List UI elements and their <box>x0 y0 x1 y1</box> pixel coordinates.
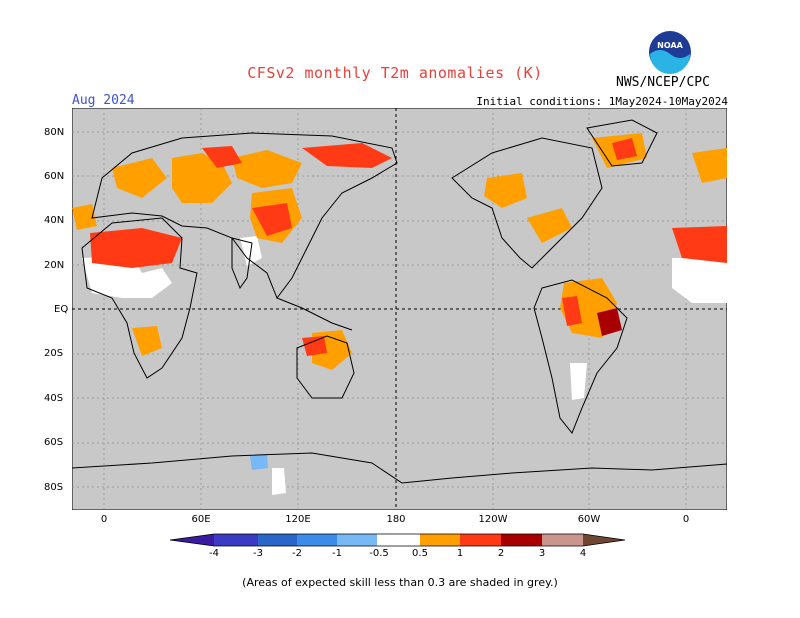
lon-label: 0 <box>682 514 690 525</box>
lat-label: 20N <box>44 260 65 271</box>
colorbar-label: -0.5 <box>369 548 389 559</box>
logo-text: NOAA <box>657 41 683 50</box>
lon-label: 180 <box>386 514 406 525</box>
colorbar-label: 4 <box>579 548 587 559</box>
lat-label: 40N <box>44 215 65 226</box>
colorbar-label: 1 <box>456 548 464 559</box>
colorbar-bin <box>542 534 583 546</box>
lon-label: 120W <box>478 514 508 525</box>
colorbar-bin <box>258 534 297 546</box>
anomaly-1-2 <box>90 138 727 356</box>
colorbar-label: -2 <box>292 548 302 559</box>
colorbar-label: 2 <box>497 548 505 559</box>
colorbar-label: -4 <box>209 548 219 559</box>
lon-label: 60W <box>577 514 601 525</box>
colorbar-bin <box>377 534 420 546</box>
lat-label: 80S <box>44 482 64 493</box>
anomaly-2-3 <box>597 308 622 336</box>
equator-dateline <box>72 108 727 510</box>
colorbar-label: -1 <box>332 548 342 559</box>
skill-footnote: (Areas of expected skill less than 0.3 a… <box>242 576 558 589</box>
colorbar-arrow-high <box>583 534 625 546</box>
chart-title: CFSv2 monthly T2m anomalies (K) <box>247 64 543 82</box>
colorbar-arrow-low <box>170 534 214 546</box>
lat-label: EQ <box>54 304 69 315</box>
colorbar-bin <box>460 534 501 546</box>
colorbar-bin <box>420 534 460 546</box>
lat-label: 60S <box>44 437 64 448</box>
noaa-logo: NOAA <box>649 31 691 74</box>
lat-label: 60N <box>44 171 65 182</box>
colorbar-label: -3 <box>253 548 263 559</box>
colorbar <box>170 533 626 547</box>
colorbar-label: 3 <box>538 548 546 559</box>
lat-label: 20S <box>44 348 64 359</box>
colorbar-bin <box>501 534 542 546</box>
anomaly-neg05-1 <box>250 454 268 470</box>
lat-label: 40S <box>44 393 64 404</box>
lon-label: 0 <box>100 514 108 525</box>
colorbar-bin <box>337 534 377 546</box>
initial-conditions: Initial conditions: 1May2024-10May2024 <box>476 95 728 108</box>
colorbar-bin <box>297 534 337 546</box>
lon-label: 120E <box>285 514 311 525</box>
coastlines <box>72 119 727 484</box>
lat-label: 80N <box>44 127 65 138</box>
anomaly-map <box>72 108 727 510</box>
colorbar-label: 0.5 <box>412 548 428 559</box>
agency-label: NWS/NCEP/CPC <box>616 75 710 90</box>
lon-label: 60E <box>191 514 211 525</box>
forecast-month: Aug 2024 <box>72 93 135 108</box>
colorbar-bin <box>214 534 258 546</box>
colorbar-outline <box>170 533 626 547</box>
